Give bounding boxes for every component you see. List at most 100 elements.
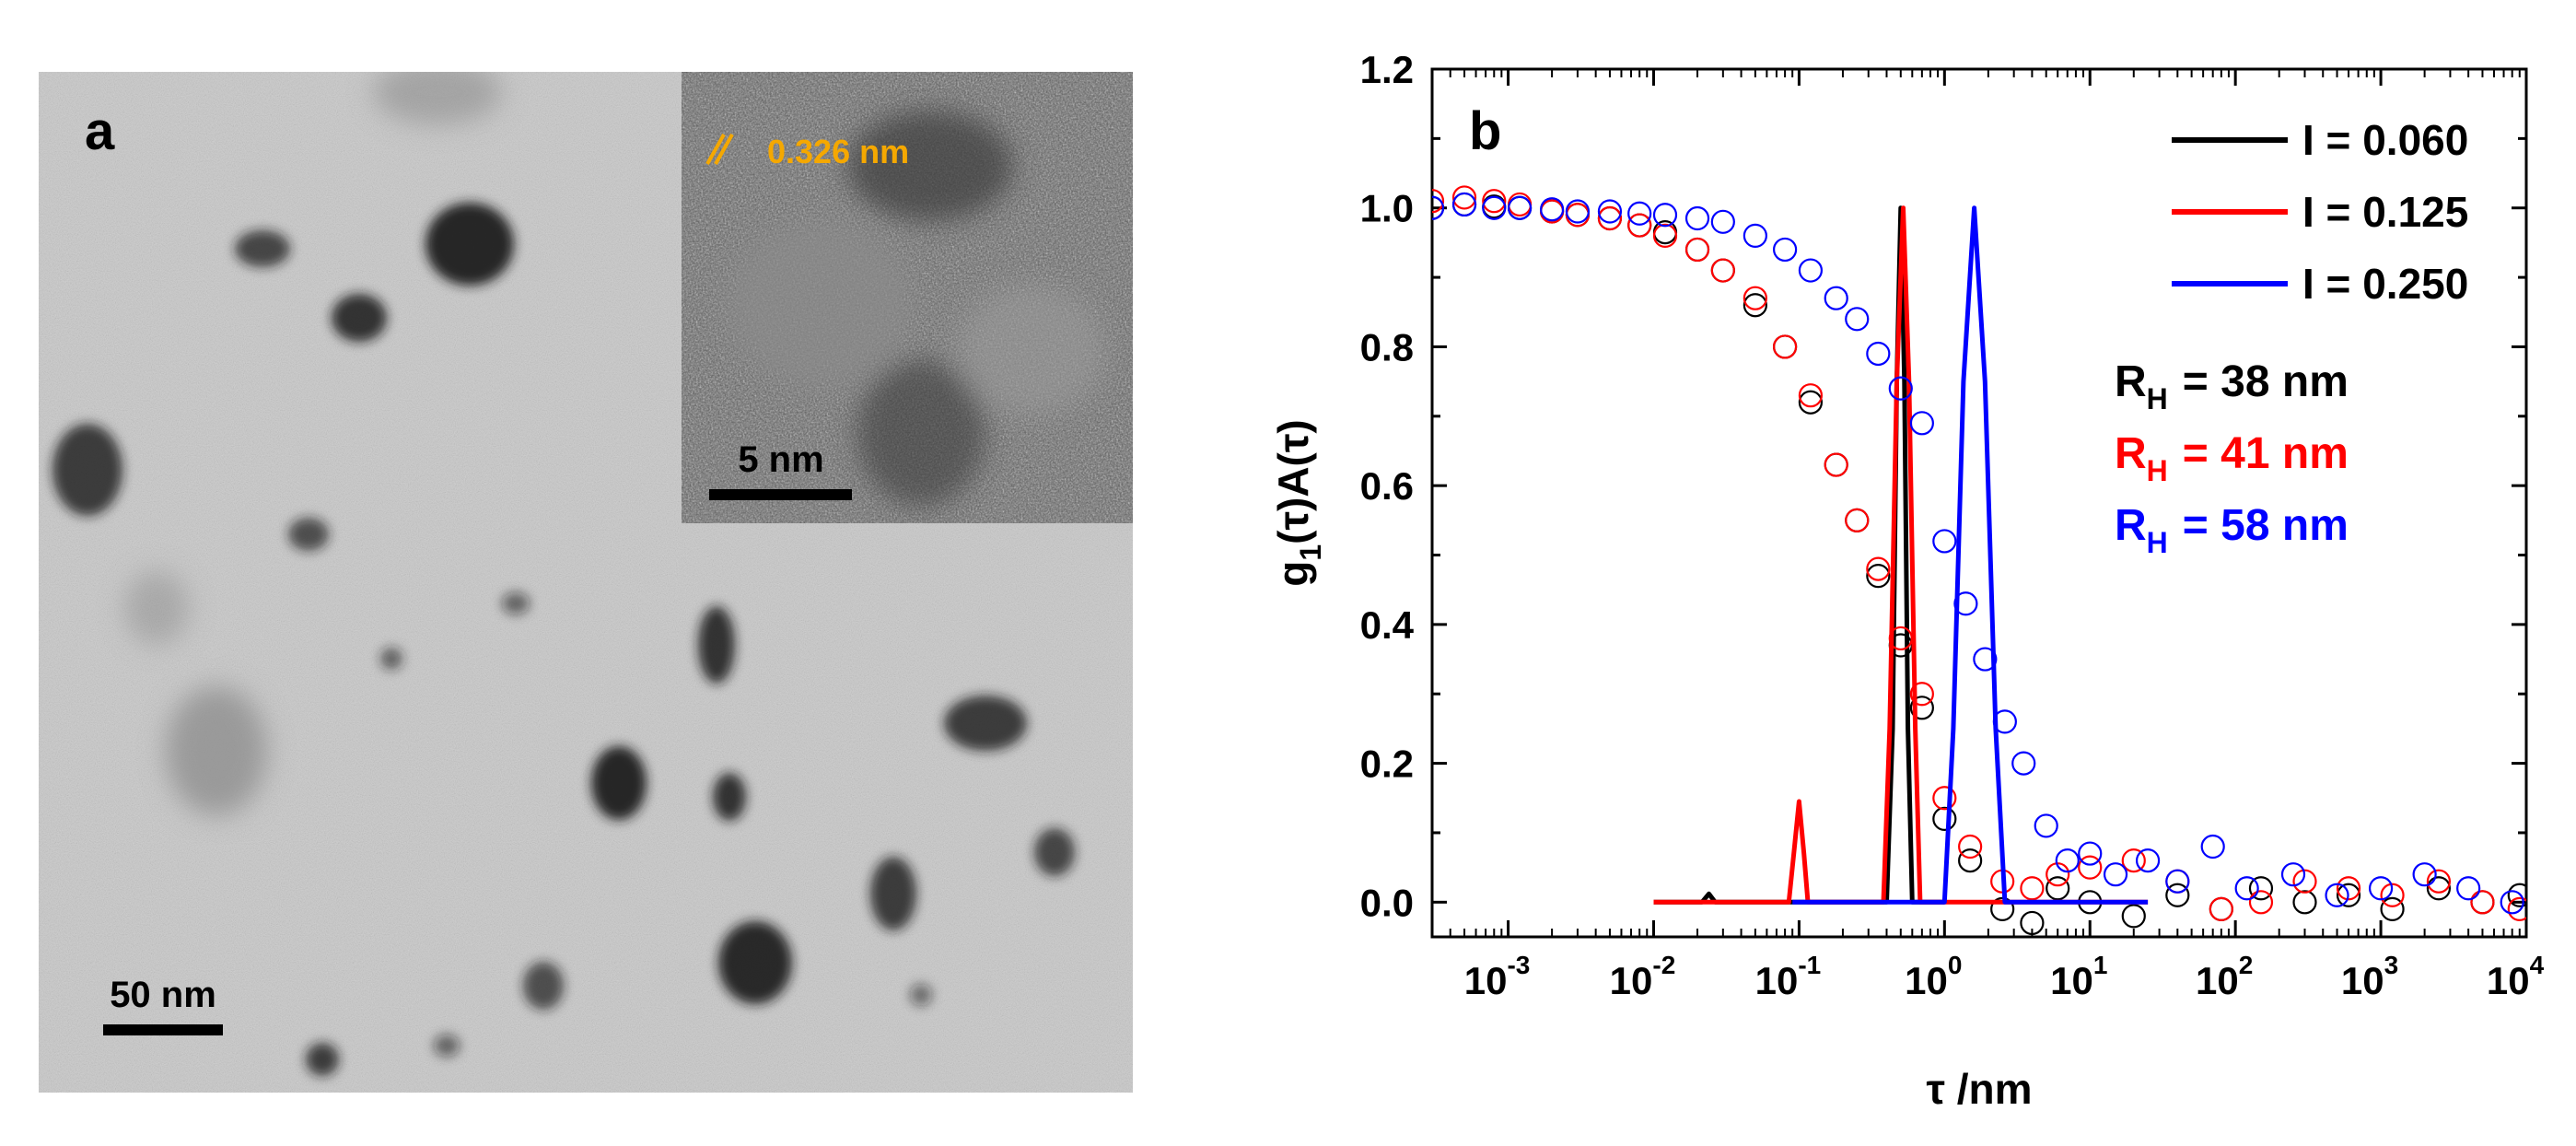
y-tick-label: 0.2 (1360, 743, 1414, 786)
correlation-point (2135, 848, 2161, 873)
correlation-point (1684, 237, 1710, 263)
inset-domains (728, 111, 1105, 507)
correlation-point (2121, 848, 2146, 873)
correlation-point (1432, 189, 1445, 214)
rh-label: RH = 58 nm (2115, 501, 2349, 559)
correlation-point (2380, 896, 2405, 921)
x-tick-label: 10-3 (1464, 951, 1531, 1002)
correlation-point (1909, 696, 1934, 720)
inset-scalebar-label: 5 nm (738, 439, 823, 480)
correlation-point (2020, 910, 2045, 936)
hrtem-inset (682, 72, 1133, 523)
correlation-point (2368, 876, 2394, 901)
rh-label: RH = 41 nm (2115, 429, 2349, 487)
correlation-point (1451, 192, 1477, 217)
correlation-point (2280, 862, 2306, 887)
correlation-point (1684, 205, 1710, 231)
correlation-point (1540, 199, 1565, 224)
legend-label: I = 0.060 (2302, 116, 2468, 164)
correlation-point (1866, 556, 1891, 581)
y-axis: 0.0 0.2 0.4 0.6 0.8 1.0 1.2 (1360, 48, 2526, 924)
distribution-line (1792, 205, 2149, 905)
correlation-point (2336, 883, 2361, 907)
correlation-point (1845, 508, 1870, 532)
correlation-point (2500, 890, 2524, 915)
correlation-point (1773, 237, 1798, 263)
y-tick-label: 0.4 (1360, 603, 1415, 647)
correlation-point (1798, 258, 1824, 283)
correlation-point (2165, 883, 2190, 907)
plot-frame (1430, 67, 2528, 939)
correlation-point (2336, 876, 2361, 901)
correlation-point (2121, 904, 2146, 929)
correlation-point (2055, 848, 2080, 873)
tem-scalebar-label: 50 nm (110, 975, 216, 1015)
legend: I = 0.060 I = 0.125 I = 0.250 (2172, 116, 2468, 308)
correlation-point (1932, 786, 1957, 811)
correlation-point (1507, 195, 1533, 220)
correlation-point (2470, 890, 2495, 915)
correlation-point (2248, 876, 2274, 901)
correlation-point (1845, 307, 1870, 332)
correlation-point (1798, 383, 1824, 408)
y-tick-label: 1.2 (1360, 48, 1414, 91)
correlation-point (2248, 890, 2274, 915)
correlation-point (2412, 862, 2437, 887)
legend-label: I = 0.125 (2302, 188, 2468, 236)
correlation-point (2078, 841, 2103, 866)
correlation-point (2034, 813, 2058, 838)
dls-chart: 0.0 0.2 0.4 0.6 0.8 1.0 1.2 10-3 10-2 10-1 100 101… (1269, 48, 2545, 1113)
y-tick-label: 0.8 (1360, 325, 1414, 368)
distribution-line (1653, 205, 2149, 905)
x-tick-label: 102 (2196, 951, 2253, 1002)
correlation-point (1710, 209, 1735, 234)
correlation-point (2078, 855, 2103, 880)
correlation-point (1627, 201, 1652, 226)
correlation-point (1743, 223, 1767, 248)
y-tick-label: 1.0 (1360, 187, 1414, 230)
correlation-point (1909, 682, 1934, 707)
correlation-point (1627, 213, 1652, 238)
panel-b-label: b (1469, 101, 1501, 161)
y-axis-label: g1(τ)A(τ) (1269, 419, 1327, 586)
correlation-point (1824, 452, 1848, 477)
correlation-point (2165, 869, 2190, 894)
lattice-fringe-icon (705, 134, 734, 165)
correlation-point (2209, 896, 2233, 921)
correlation-point (1743, 286, 1767, 310)
correlation-point (2456, 876, 2481, 901)
correlation-point (2325, 883, 2349, 907)
correlation-point (1798, 390, 1824, 415)
correlation-point (2020, 876, 2045, 901)
correlation-point (1482, 195, 1507, 220)
correlation-point (1866, 564, 1891, 589)
tem-particles (52, 203, 1075, 1076)
correlation-point (2011, 751, 2036, 776)
lattice-spacing-label: 0.326 nm (767, 133, 909, 170)
correlation-point (1482, 189, 1507, 214)
series-layer (1432, 185, 2526, 936)
correlation-point (2200, 834, 2225, 860)
correlation-point (1743, 293, 1767, 318)
x-axis-label: τ /nm (1926, 1065, 2032, 1113)
rh-label: RH = 38 nm (2115, 357, 2349, 415)
hydrodynamic-radius-labels: RH = 38 nm RH = 41 nm RH = 58 nm (2115, 357, 2349, 559)
correlation-point (1451, 185, 1477, 210)
correlation-point (1958, 848, 1983, 873)
correlation-point (1909, 411, 1934, 436)
x-tick-label: 101 (2050, 951, 2107, 1002)
correlation-point (1652, 203, 1678, 228)
correlation-point (1958, 834, 1983, 860)
x-tick-label: 103 (2341, 951, 2398, 1002)
x-axis: 10-3 10-2 10-1 100 101 102 103 104 (1431, 69, 2545, 1002)
correlation-point (1597, 205, 1623, 231)
legend-label: I = 0.250 (2302, 260, 2468, 308)
correlation-point (2292, 890, 2317, 915)
correlation-point (2507, 883, 2526, 907)
x-tick-label: 100 (1905, 951, 1962, 1002)
correlation-point (1597, 199, 1623, 224)
correlation-point (1773, 334, 1798, 359)
correlation-point (1432, 195, 1445, 220)
correlation-point (1565, 199, 1591, 224)
